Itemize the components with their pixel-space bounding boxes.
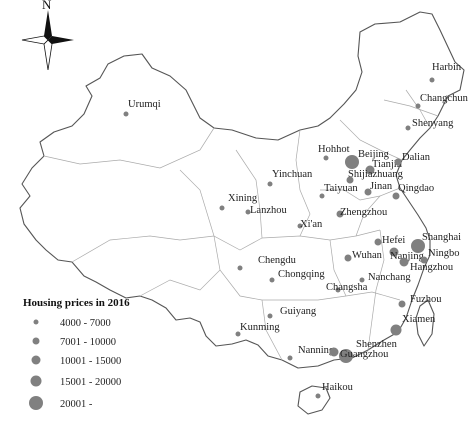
city-label-nanjing: Nanjing [390,251,425,262]
city-dot-kunming [235,331,241,337]
city-label-lanzhou: Lanzhou [250,205,287,216]
legend-symbol-0 [33,319,39,325]
city-label-guiyang: Guiyang [280,306,317,317]
legend-label-4: 20001 - [60,399,93,410]
city-dot-jinan [364,188,372,196]
city-label-shenzhen: Shenzhen [356,339,398,350]
taiwan-island [415,299,435,347]
city-dot-guiyang [267,313,273,319]
city-dot-nanjing [389,247,399,257]
city-dot-guangzhou [329,347,339,357]
city-label-chengdu: Chengdu [258,255,297,266]
city-label-changsha: Changsha [326,282,368,293]
city-dot-chongqing [269,277,275,283]
city-label-zhengzhou: Zhengzhou [340,207,388,218]
city-dot-nanning [287,355,293,361]
city-dot-fuzhou [398,300,406,308]
city-label-dalian: Dalian [402,152,431,163]
city-dot-shenzhen [339,349,353,363]
city-dot-hohhot [323,155,329,161]
city-dot-qingdao [392,192,400,200]
legend-symbol-3 [30,375,42,387]
city-label-tianjin: Tianjin [372,159,403,170]
city-label-urumqi: Urumqi [128,99,161,110]
north-arrow-icon: N [21,0,74,71]
city-label-jinan: Jinan [370,181,393,192]
city-label-taiyuan: Taiyuan [324,183,358,194]
legend: Housing prices in 2016 4000 - 7000 7001 -… [23,297,130,410]
legend-title: Housing prices in 2016 [23,297,130,309]
city-dot-nanchang [359,277,365,283]
city-dot-xiamen [390,324,402,336]
hainan-island [297,385,331,415]
city-dot-chengdu [237,265,243,271]
city-dot-changsha [335,287,341,293]
city-label-harbin: Harbin [432,62,462,73]
city-label-chongqing: Chongqing [278,269,325,280]
city-label-nanning: Nanning [298,345,335,356]
city-dot-urumqi [123,111,129,117]
legend-label-0: 4000 - 7000 [60,318,111,329]
city-label-haikou: Haikou [322,382,354,393]
city-label-xian: Xi'an [300,219,323,230]
city-label-wuhan: Wuhan [352,250,383,261]
city-dot-wuhan [344,254,352,262]
city-label-ningbo: Ningbo [428,248,460,259]
province-boundaries [43,89,439,361]
city-label-beijing: Beijing [358,149,390,160]
legend-label-1: 7001 - 10000 [60,337,116,348]
city-dot-shanghai [411,239,425,253]
city-label-shanghai: Shanghai [422,232,461,243]
legend-symbol-2 [31,355,41,365]
legend-symbol-1 [32,337,40,345]
city-label-guangzhou: Guangzhou [340,349,389,360]
city-dot-zhengzhou [336,210,344,218]
city-label-nanchang: Nanchang [368,272,411,283]
city-label-xining: Xining [228,193,258,204]
legend-label-3: 15001 - 20000 [60,377,121,388]
legend-label-2: 10001 - 15000 [60,356,121,367]
city-label-shenyang: Shenyang [412,118,454,129]
city-dot-tianjin [365,165,375,175]
city-label-fuzhou: Fuzhou [410,294,442,305]
north-label: N [42,0,52,12]
city-dot-dalian [394,158,402,166]
city-label-yinchuan: Yinchuan [272,169,313,180]
city-dot-changchun [415,103,421,109]
city-dot-taiyuan [319,193,325,199]
legend-symbol-4 [29,396,43,410]
city-label-shijiazhuang: Shijiazhuang [348,169,404,180]
city-dot-xian [297,223,303,229]
city-label-hefei: Hefei [382,235,405,246]
city-layer: Harbin Changchun Shenyang Urumqi BeijingTian… [123,62,469,399]
city-dot-yinchuan [267,181,273,187]
city-label-qingdao: Qingdao [398,183,434,194]
city-dot-haikou [315,393,321,399]
city-dot-lanzhou [245,209,251,215]
city-dot-shijiazhuang [346,176,354,184]
city-dot-ningbo [420,256,428,264]
city-label-hangzhou: Hangzhou [410,262,454,273]
city-dot-harbin [429,77,435,83]
city-dot-beijing [345,155,359,169]
city-dot-shenyang [405,125,411,131]
city-label-hohhot: Hohhot [318,144,350,155]
city-dot-hefei [374,238,382,246]
city-dot-hangzhou [399,257,409,267]
city-dot-xining [219,205,225,211]
city-label-kunming: Kunming [240,322,280,333]
city-label-changchun: Changchun [420,93,469,104]
city-label-xiamen: Xiamen [402,314,436,325]
